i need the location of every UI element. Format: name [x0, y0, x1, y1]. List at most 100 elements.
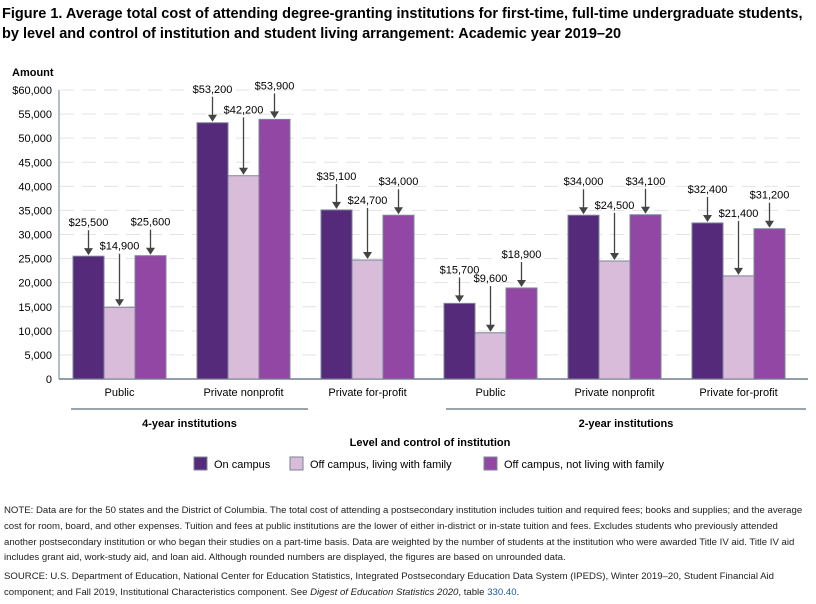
- group-label: 2-year institutions: [579, 418, 674, 430]
- legend: On campus Off campus, living with family O…: [193, 456, 664, 471]
- y-tick-label: 15,000: [18, 302, 52, 314]
- label-arrow-head: [332, 201, 341, 209]
- legend-label: On campus: [214, 459, 271, 471]
- bar-off-campus-not-living-with-family: [629, 214, 662, 380]
- data-label: $32,400: [688, 184, 728, 196]
- bar-chart: Amount 0 5,000 10,000 15,000 20,000 25,000 30,…: [12, 67, 808, 471]
- bar-off-campus-not-living-with-family: [382, 214, 415, 380]
- data-label: $25,600: [131, 217, 171, 229]
- data-label: $14,900: [100, 241, 140, 253]
- label-arrow-head: [517, 279, 526, 287]
- bars: [72, 118, 786, 380]
- y-tick-label: 5,000: [24, 350, 52, 362]
- y-tick-label: 45,000: [18, 157, 52, 169]
- data-label: $53,200: [193, 84, 233, 96]
- y-tick-label: 55,000: [18, 109, 52, 121]
- bar-on-campus: [443, 302, 476, 380]
- bar-off-campus-living-with-family: [103, 306, 136, 380]
- legend-label: Off campus, not living with family: [504, 459, 664, 471]
- data-label: $34,000: [564, 176, 604, 188]
- y-axis-ticks: 0 5,000 10,000 15,000 20,000 25,000 30,000 35,0…: [12, 85, 52, 386]
- label-arrow-head: [765, 220, 774, 228]
- gridlines: [58, 89, 808, 380]
- note-text: NOTE: Data are for the 50 states and the…: [4, 505, 803, 564]
- x-category-label: Private nonprofit: [203, 387, 283, 399]
- x-axis-title: Level and control of institution: [350, 437, 511, 449]
- data-label: $31,200: [750, 190, 790, 202]
- bar-on-campus: [320, 209, 353, 380]
- source-end: .: [516, 586, 520, 598]
- bar-off-campus-living-with-family: [598, 260, 631, 380]
- bar-off-campus-not-living-with-family: [134, 255, 167, 380]
- y-tick-label: 30,000: [18, 230, 52, 242]
- label-arrow-head: [579, 207, 588, 215]
- notes: NOTE: Data are for the 50 states and the…: [4, 503, 812, 604]
- label-arrow-head: [703, 214, 712, 222]
- legend-label: Off campus, living with family: [310, 459, 452, 471]
- bar-on-campus: [72, 255, 105, 380]
- figure-title: Figure 1. Average total cost of attendin…: [2, 6, 803, 42]
- data-label: $25,500: [69, 217, 109, 229]
- x-category-label: Public: [105, 387, 135, 399]
- data-label: $18,900: [502, 249, 542, 261]
- y-tick-label: 20,000: [18, 278, 52, 290]
- group-label: 4-year institutions: [142, 418, 237, 430]
- label-arrow-head: [641, 206, 650, 214]
- data-label: $53,900: [255, 80, 295, 92]
- label-arrow-head: [270, 111, 279, 119]
- data-label: $42,200: [224, 104, 264, 116]
- source-table-link[interactable]: 330.40: [487, 586, 517, 598]
- bar-off-campus-living-with-family: [474, 332, 507, 380]
- label-arrow-head: [115, 299, 124, 307]
- legend-swatch: [289, 456, 304, 471]
- x-category-label: Private for-profit: [699, 387, 777, 399]
- label-arrow-head: [146, 247, 155, 255]
- bar-off-campus-not-living-with-family: [505, 287, 538, 380]
- source-mid: , table: [458, 586, 488, 598]
- label-arrow-head: [610, 252, 619, 260]
- data-label: $24,500: [595, 200, 635, 212]
- label-arrow-head: [84, 248, 93, 256]
- bar-off-campus-living-with-family: [351, 259, 384, 380]
- y-tick-label: 40,000: [18, 181, 52, 193]
- data-label: $21,400: [719, 208, 759, 220]
- bar-on-campus: [567, 214, 600, 380]
- data-label: $9,600: [474, 273, 508, 285]
- label-arrow-head: [363, 252, 372, 260]
- y-tick-label: 50,000: [18, 133, 52, 145]
- bar-on-campus: [196, 122, 229, 380]
- data-label: $15,700: [440, 264, 480, 276]
- label-arrow-head: [486, 324, 495, 332]
- data-labels: $25,500 $14,900 $25,600 $53,200 $42,200 $53,9…: [69, 80, 790, 332]
- data-label: $34,100: [626, 176, 666, 188]
- category-groups: 4-year institutions 2-year institutions: [71, 408, 806, 430]
- bar-off-campus-not-living-with-family: [258, 118, 291, 380]
- x-category-label: Public: [476, 387, 506, 399]
- bar-on-campus: [691, 222, 724, 380]
- legend-swatch: [193, 456, 208, 471]
- bar-off-campus-living-with-family: [722, 275, 755, 380]
- label-arrow-head: [455, 295, 464, 303]
- x-axis-categories: Public Private nonprofit Private for-profi…: [105, 387, 778, 399]
- y-tick-label: 0: [46, 374, 52, 386]
- y-tick-label: 35,000: [18, 205, 52, 217]
- data-label: $24,700: [348, 195, 388, 207]
- data-label: $34,000: [379, 176, 419, 188]
- data-label: $35,100: [317, 171, 357, 183]
- legend-swatch: [483, 456, 498, 471]
- bar-off-campus-living-with-family: [227, 175, 260, 380]
- y-tick-label: 25,000: [18, 254, 52, 266]
- bar-off-campus-not-living-with-family: [753, 228, 786, 380]
- y-tick-label: 10,000: [18, 326, 52, 338]
- x-category-label: Private for-profit: [328, 387, 406, 399]
- label-arrow-head: [239, 167, 248, 175]
- label-arrow-head: [734, 267, 743, 275]
- label-arrow-head: [208, 114, 217, 122]
- source-digest-title: Digest of Education Statistics 2020: [310, 586, 459, 598]
- label-arrow-head: [394, 207, 403, 215]
- y-axis-title: Amount: [12, 67, 54, 79]
- x-category-label: Private nonprofit: [574, 387, 654, 399]
- y-tick-label: $60,000: [12, 85, 52, 97]
- source-prefix: SOURCE: U.S. Department of Education, Na…: [4, 571, 775, 598]
- source-text: SOURCE: U.S. Department of Education, Na…: [4, 569, 812, 601]
